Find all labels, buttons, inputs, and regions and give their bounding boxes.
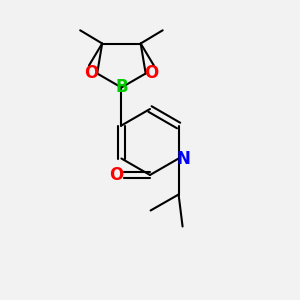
Text: B: B — [115, 79, 128, 97]
Text: O: O — [109, 166, 123, 184]
Text: O: O — [84, 64, 98, 82]
Text: O: O — [145, 64, 159, 82]
Text: N: N — [177, 149, 190, 167]
